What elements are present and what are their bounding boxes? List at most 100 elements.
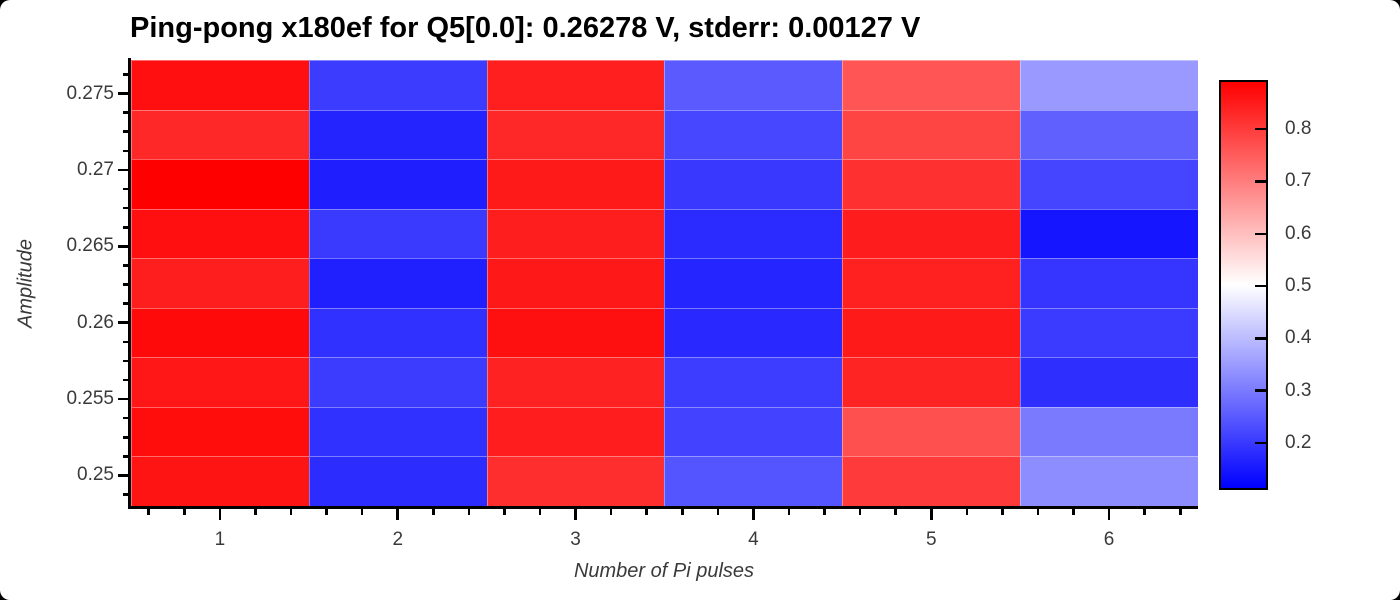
heatmap-cell: [486, 456, 665, 506]
heatmap-cell: [308, 109, 487, 160]
x-minor-tick: [858, 509, 862, 515]
x-minor-tick: [467, 509, 471, 515]
heatmap-cell: [131, 208, 309, 259]
heatmap-cell: [842, 109, 1021, 160]
y-axis-spine: [128, 58, 131, 509]
y-tick-label: 0.255: [66, 388, 114, 410]
heatmap-cell: [842, 258, 1021, 308]
y-tick-label: 0.265: [66, 235, 114, 257]
heatmap-cell: [842, 60, 1021, 110]
heatmap-cell: [664, 159, 843, 209]
x-major-tick: [1107, 509, 1111, 520]
x-minor-tick: [1143, 509, 1146, 515]
heatmap-cell: [1020, 307, 1198, 358]
y-major-tick: [118, 474, 129, 477]
heatmap-cell: [131, 307, 309, 358]
y-minor-tick: [123, 264, 129, 267]
y-minor-tick: [123, 187, 129, 191]
x-minor-tick: [503, 509, 506, 515]
y-minor-tick: [123, 111, 129, 114]
x-minor-tick: [1036, 509, 1040, 515]
heatmap-cell: [131, 258, 309, 308]
colorbar-tick-label: 0.5: [1285, 275, 1312, 297]
colorbar-tick-label: 0.8: [1285, 118, 1312, 140]
heatmap-cell: [664, 456, 843, 506]
heatmap-cell: [664, 406, 843, 457]
y-minor-tick: [123, 225, 129, 229]
heatmap-cell: [486, 109, 665, 160]
x-major-tick: [929, 509, 933, 520]
x-minor-tick: [1001, 509, 1004, 515]
y-major-tick: [118, 92, 129, 95]
x-minor-tick: [1178, 509, 1182, 515]
heatmap-cell: [308, 406, 487, 457]
heatmap-cell: [131, 159, 309, 209]
y-major-tick: [118, 245, 129, 248]
y-minor-tick: [123, 283, 129, 286]
colorbar-tick-label: 0.6: [1285, 222, 1312, 244]
colorbar-tick: [1255, 232, 1266, 235]
heatmap-cell: [842, 456, 1021, 506]
heatmap-cell: [131, 406, 309, 457]
colorbar-tick-label: 0.7: [1285, 170, 1312, 192]
x-minor-tick: [680, 509, 684, 515]
colorbar-tick: [1255, 389, 1266, 392]
y-minor-tick: [123, 455, 129, 458]
y-tick-label: 0.25: [77, 464, 114, 486]
colorbar-tick: [1255, 441, 1266, 445]
colorbar-tick-label: 0.2: [1285, 431, 1312, 453]
x-minor-tick: [360, 509, 364, 515]
x-minor-tick: [645, 509, 648, 515]
x-minor-tick: [183, 509, 186, 515]
heatmap-cell: [486, 307, 665, 358]
heatmap-cell: [486, 208, 665, 259]
y-minor-tick: [123, 149, 129, 153]
heatmap-cell: [1020, 357, 1198, 407]
heatmap-cell: [486, 258, 665, 308]
chart-title: Ping-pong x180ef for Q5[0.0]: 0.26278 V,…: [130, 12, 921, 44]
x-tick-label: 1: [214, 529, 226, 550]
colorbar-tick: [1255, 127, 1266, 131]
heatmap-cell: [486, 60, 665, 110]
x-minor-tick: [254, 509, 257, 515]
heatmap-cell: [1020, 60, 1198, 110]
colorbar-tick: [1255, 284, 1266, 288]
x-major-tick: [218, 509, 222, 520]
heatmap-cell: [308, 60, 487, 110]
heatmap-cell: [131, 60, 309, 110]
heatmap-cell: [131, 357, 309, 407]
x-major-tick: [396, 509, 400, 520]
heatmap-cell: [1020, 406, 1198, 457]
y-minor-tick: [123, 206, 129, 210]
heatmap-cell: [664, 208, 843, 259]
heatmap-cell: [842, 208, 1021, 259]
y-tick-label: 0.275: [66, 82, 114, 104]
colorbar-tick-label: 0.4: [1285, 327, 1312, 349]
x-major-tick: [574, 509, 577, 520]
y-minor-tick: [123, 302, 129, 305]
y-minor-tick: [123, 340, 129, 344]
y-minor-tick: [123, 435, 129, 439]
x-minor-tick: [787, 509, 791, 515]
x-minor-tick: [894, 509, 897, 515]
x-tick-label: 5: [925, 529, 937, 550]
y-minor-tick: [123, 73, 129, 76]
heatmap-cell: [664, 357, 843, 407]
y-major-tick: [118, 321, 129, 324]
x-minor-tick: [147, 509, 151, 515]
heatmap-cell: [664, 258, 843, 308]
heatmap-cell: [486, 406, 665, 457]
heatmap-cell: [131, 109, 309, 160]
y-major-tick: [118, 168, 129, 172]
x-minor-tick: [538, 509, 542, 515]
x-minor-tick: [325, 509, 328, 515]
heatmap-cell: [842, 307, 1021, 358]
heatmap-cell: [308, 159, 487, 209]
x-tick-label: 4: [748, 529, 759, 550]
heatmap-cell: [131, 456, 309, 506]
heatmap-cell: [1020, 208, 1198, 259]
heatmap-cell: [842, 159, 1021, 209]
x-minor-tick: [609, 509, 613, 515]
x-axis-spine: [128, 506, 1198, 509]
x-tick-label: 2: [392, 529, 404, 550]
